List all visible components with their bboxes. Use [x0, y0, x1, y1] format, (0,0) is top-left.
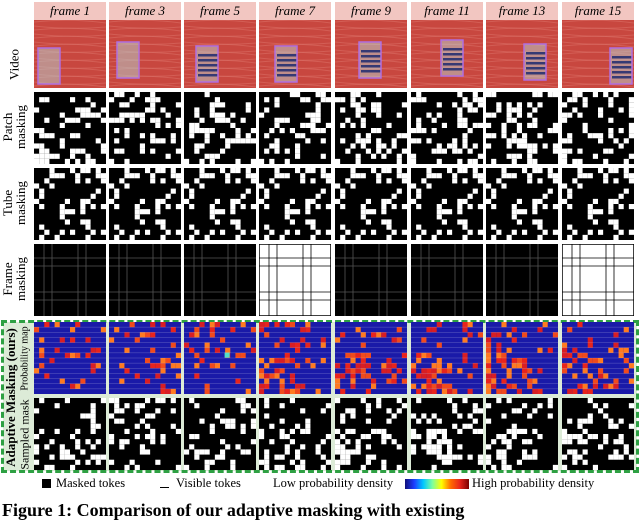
label-sampled: Sampled mask — [18, 398, 32, 470]
patch-mask-1 — [34, 92, 106, 164]
sampled-mask-4 — [259, 398, 331, 470]
frame-mask-2 — [109, 244, 181, 316]
tube-mask-2 — [109, 168, 181, 240]
caption: Figure 1: Comparison of our adaptive mas… — [2, 500, 465, 520]
prob-map-2 — [109, 322, 181, 394]
low-density-label: Low probability density — [273, 476, 394, 490]
label-frame: Frame masking — [0, 244, 30, 316]
patch-mask-5 — [335, 92, 407, 164]
label-tube: Tube masking — [0, 168, 30, 240]
label-frame-line2: masking — [13, 256, 28, 302]
patch-mask-6 — [411, 92, 483, 164]
masked-label: Masked tokes — [56, 476, 126, 490]
frame-mask-7 — [486, 244, 558, 316]
prob-map-1 — [34, 322, 106, 394]
label-adaptive: Adaptive Masking (ours) — [2, 325, 18, 470]
tube-mask-8 — [562, 168, 634, 240]
prob-map-8 — [562, 322, 634, 394]
prob-map-7 — [486, 322, 558, 394]
masked-swatch — [42, 479, 51, 488]
visible-swatch — [160, 479, 169, 488]
label-video-text: Video — [6, 49, 22, 80]
frame-mask-1 — [34, 244, 106, 316]
frame-mask-6 — [411, 244, 483, 316]
video-frame-1 — [34, 20, 106, 88]
video-frame-2 — [109, 20, 181, 88]
frame-mask-8 — [562, 244, 634, 316]
patch-mask-7 — [486, 92, 558, 164]
video-frame-7 — [486, 20, 558, 88]
label-sampled-text: Sampled mask — [17, 399, 32, 470]
video-frame-5 — [335, 20, 407, 88]
video-frame-4 — [259, 20, 331, 88]
frame-mask-3 — [184, 244, 256, 316]
frame-mask-4 — [259, 244, 331, 316]
prob-map-3 — [184, 322, 256, 394]
visible-label: Visible tokes — [176, 476, 241, 490]
frame-header-5: frame 9 — [335, 2, 407, 20]
video-frame-3 — [184, 20, 256, 88]
tube-mask-3 — [184, 168, 256, 240]
video-frame-8 — [562, 20, 634, 88]
frame-header-3: frame 5 — [184, 2, 256, 20]
patch-mask-4 — [259, 92, 331, 164]
sampled-mask-6 — [411, 398, 483, 470]
tube-mask-6 — [411, 168, 483, 240]
label-tube-line2: masking — [13, 180, 28, 226]
patch-mask-8 — [562, 92, 634, 164]
prob-map-4 — [259, 322, 331, 394]
patch-mask-3 — [184, 92, 256, 164]
sampled-mask-3 — [184, 398, 256, 470]
label-prob-map: Probability map — [18, 322, 32, 394]
tube-mask-5 — [335, 168, 407, 240]
patch-mask-2 — [109, 92, 181, 164]
sampled-mask-8 — [562, 398, 634, 470]
tube-mask-4 — [259, 168, 331, 240]
prob-map-5 — [335, 322, 407, 394]
label-video: Video — [0, 40, 28, 88]
frame-header-7: frame 13 — [486, 2, 558, 20]
label-prob-map-text: Probability map — [19, 326, 31, 391]
frame-header-6: frame 11 — [411, 2, 483, 20]
tube-mask-7 — [486, 168, 558, 240]
colorbar — [405, 479, 469, 489]
video-frame-6 — [411, 20, 483, 88]
label-patch-line2: masking — [13, 104, 28, 150]
frame-header-1: frame 1 — [34, 2, 106, 20]
prob-map-6 — [411, 322, 483, 394]
frame-header-4: frame 7 — [259, 2, 331, 20]
label-patch: Patch masking — [0, 92, 30, 164]
frame-header-2: frame 3 — [109, 2, 181, 20]
frame-mask-5 — [335, 244, 407, 316]
high-density-label: High probability density — [472, 476, 595, 490]
label-adaptive-text: Adaptive Masking (ours) — [3, 328, 18, 467]
sampled-mask-1 — [34, 398, 106, 470]
frame-header-8: frame 15 — [562, 2, 634, 20]
tube-mask-1 — [34, 168, 106, 240]
sampled-mask-7 — [486, 398, 558, 470]
sampled-mask-2 — [109, 398, 181, 470]
adaptive-border — [1, 320, 639, 473]
sampled-mask-5 — [335, 398, 407, 470]
